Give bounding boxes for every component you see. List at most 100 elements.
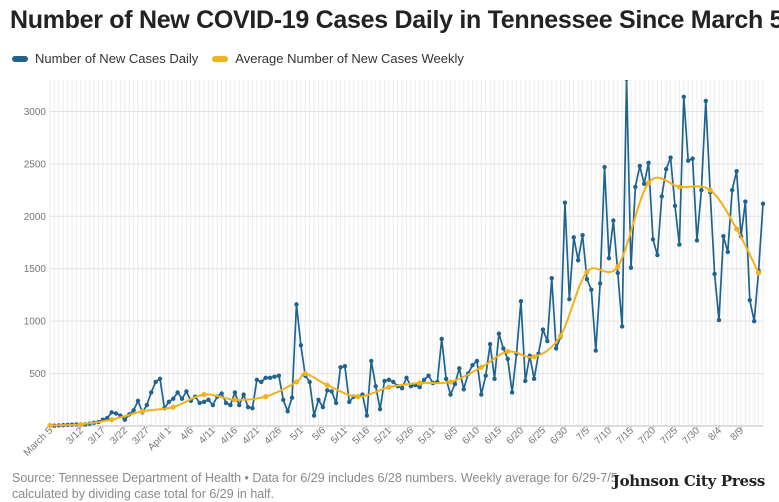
- daily-cases-point[interactable]: [624, 80, 629, 82]
- daily-cases-point[interactable]: [144, 402, 150, 408]
- daily-cases-point[interactable]: [479, 392, 484, 397]
- daily-cases-point[interactable]: [316, 397, 321, 402]
- weekly-average-point[interactable]: [232, 397, 238, 403]
- weekly-average-point[interactable]: [78, 421, 84, 428]
- daily-cases-point[interactable]: [575, 258, 581, 263]
- daily-cases-point[interactable]: [615, 270, 620, 276]
- weekly-average-point[interactable]: [557, 333, 564, 339]
- daily-cases-point[interactable]: [369, 358, 374, 364]
- daily-cases-point[interactable]: [408, 383, 414, 389]
- daily-cases-point[interactable]: [650, 237, 656, 242]
- daily-cases-point[interactable]: [672, 203, 678, 209]
- daily-cases-point[interactable]: [483, 373, 488, 378]
- weekly-average-point[interactable]: [584, 269, 590, 275]
- daily-cases-point[interactable]: [448, 392, 453, 397]
- daily-cases-point[interactable]: [281, 397, 286, 402]
- daily-cases-point[interactable]: [307, 379, 312, 385]
- daily-cases-point[interactable]: [716, 317, 722, 323]
- daily-cases-point[interactable]: [206, 397, 211, 402]
- weekly-average-point[interactable]: [355, 394, 361, 400]
- daily-cases-point[interactable]: [690, 156, 695, 161]
- daily-cases-point[interactable]: [364, 413, 370, 418]
- daily-cases-point[interactable]: [712, 271, 717, 277]
- daily-cases-point[interactable]: [135, 398, 141, 404]
- daily-cases-point[interactable]: [461, 387, 466, 392]
- weekly-average-point[interactable]: [676, 184, 682, 190]
- daily-cases-point[interactable]: [184, 389, 189, 394]
- daily-cases-point[interactable]: [201, 399, 207, 405]
- daily-cases-point[interactable]: [237, 402, 242, 408]
- daily-cases-point[interactable]: [655, 252, 660, 258]
- daily-cases-point[interactable]: [760, 201, 766, 206]
- daily-cases-point[interactable]: [232, 390, 238, 395]
- daily-cases-point[interactable]: [197, 400, 202, 406]
- daily-cases-point[interactable]: [289, 395, 295, 400]
- daily-cases-point[interactable]: [329, 389, 334, 394]
- daily-cases-point[interactable]: [562, 200, 568, 205]
- daily-cases-point[interactable]: [734, 169, 739, 174]
- weekly-average-point[interactable]: [755, 270, 762, 276]
- daily-cases-point[interactable]: [105, 415, 110, 421]
- daily-cases-point[interactable]: [399, 386, 405, 391]
- weekly-average-point[interactable]: [615, 264, 621, 270]
- daily-cases-point[interactable]: [404, 375, 409, 380]
- daily-cases-point[interactable]: [470, 362, 475, 368]
- daily-cases-point[interactable]: [179, 396, 185, 401]
- daily-cases-point[interactable]: [373, 383, 378, 389]
- daily-cases-point[interactable]: [677, 242, 682, 247]
- daily-cases-point[interactable]: [157, 376, 163, 382]
- daily-cases-point[interactable]: [628, 265, 634, 270]
- weekly-average-point[interactable]: [263, 394, 269, 400]
- daily-cases-point[interactable]: [386, 377, 392, 383]
- daily-cases-point[interactable]: [259, 379, 264, 385]
- daily-cases-point[interactable]: [487, 342, 493, 347]
- daily-cases-point[interactable]: [721, 234, 726, 239]
- weekly-average-point[interactable]: [645, 180, 652, 186]
- daily-cases-point[interactable]: [668, 155, 673, 160]
- daily-cases-point[interactable]: [571, 235, 576, 240]
- daily-cases-point[interactable]: [149, 390, 154, 395]
- daily-cases-point[interactable]: [611, 218, 616, 223]
- daily-cases-point[interactable]: [593, 348, 598, 353]
- daily-cases-point[interactable]: [263, 375, 268, 380]
- daily-cases-point[interactable]: [501, 346, 506, 351]
- daily-cases-point[interactable]: [131, 408, 136, 413]
- daily-cases-point[interactable]: [553, 346, 559, 351]
- legend-item-weekly[interactable]: Average Number of New Cases Weekly: [212, 51, 464, 66]
- daily-cases-point[interactable]: [276, 373, 282, 378]
- daily-cases-point[interactable]: [663, 166, 669, 172]
- daily-cases-point[interactable]: [219, 391, 224, 396]
- daily-cases-point[interactable]: [619, 324, 625, 329]
- daily-cases-point[interactable]: [549, 275, 554, 281]
- daily-cases-point[interactable]: [509, 390, 515, 395]
- daily-cases-point[interactable]: [311, 413, 317, 418]
- daily-cases-point[interactable]: [523, 378, 528, 384]
- weekly-average-point[interactable]: [170, 404, 176, 410]
- daily-cases-point[interactable]: [294, 302, 299, 307]
- daily-cases-point[interactable]: [166, 399, 172, 405]
- daily-cases-point[interactable]: [699, 187, 704, 193]
- weekly-average-point[interactable]: [302, 370, 308, 377]
- daily-cases-point[interactable]: [347, 399, 352, 405]
- daily-cases-point[interactable]: [333, 400, 339, 406]
- daily-cases-point[interactable]: [342, 364, 348, 369]
- daily-cases-point[interactable]: [743, 199, 748, 204]
- daily-cases-point[interactable]: [382, 378, 387, 384]
- daily-cases-point[interactable]: [228, 402, 233, 408]
- daily-cases-point[interactable]: [109, 410, 114, 415]
- weekly-average-point[interactable]: [109, 417, 115, 423]
- daily-cases-point[interactable]: [492, 376, 497, 382]
- daily-cases-point[interactable]: [725, 249, 730, 255]
- daily-cases-point[interactable]: [681, 94, 686, 99]
- weekly-average-point[interactable]: [505, 348, 511, 355]
- daily-cases-point[interactable]: [589, 287, 594, 292]
- daily-cases-point[interactable]: [633, 184, 638, 190]
- daily-cases-point[interactable]: [606, 256, 612, 261]
- daily-cases-point[interactable]: [584, 277, 590, 282]
- daily-cases-point[interactable]: [320, 404, 326, 410]
- daily-cases-point[interactable]: [426, 373, 431, 378]
- daily-cases-point[interactable]: [751, 318, 757, 324]
- daily-cases-point[interactable]: [175, 390, 180, 395]
- daily-cases-point[interactable]: [267, 375, 273, 380]
- daily-cases-point[interactable]: [474, 358, 480, 364]
